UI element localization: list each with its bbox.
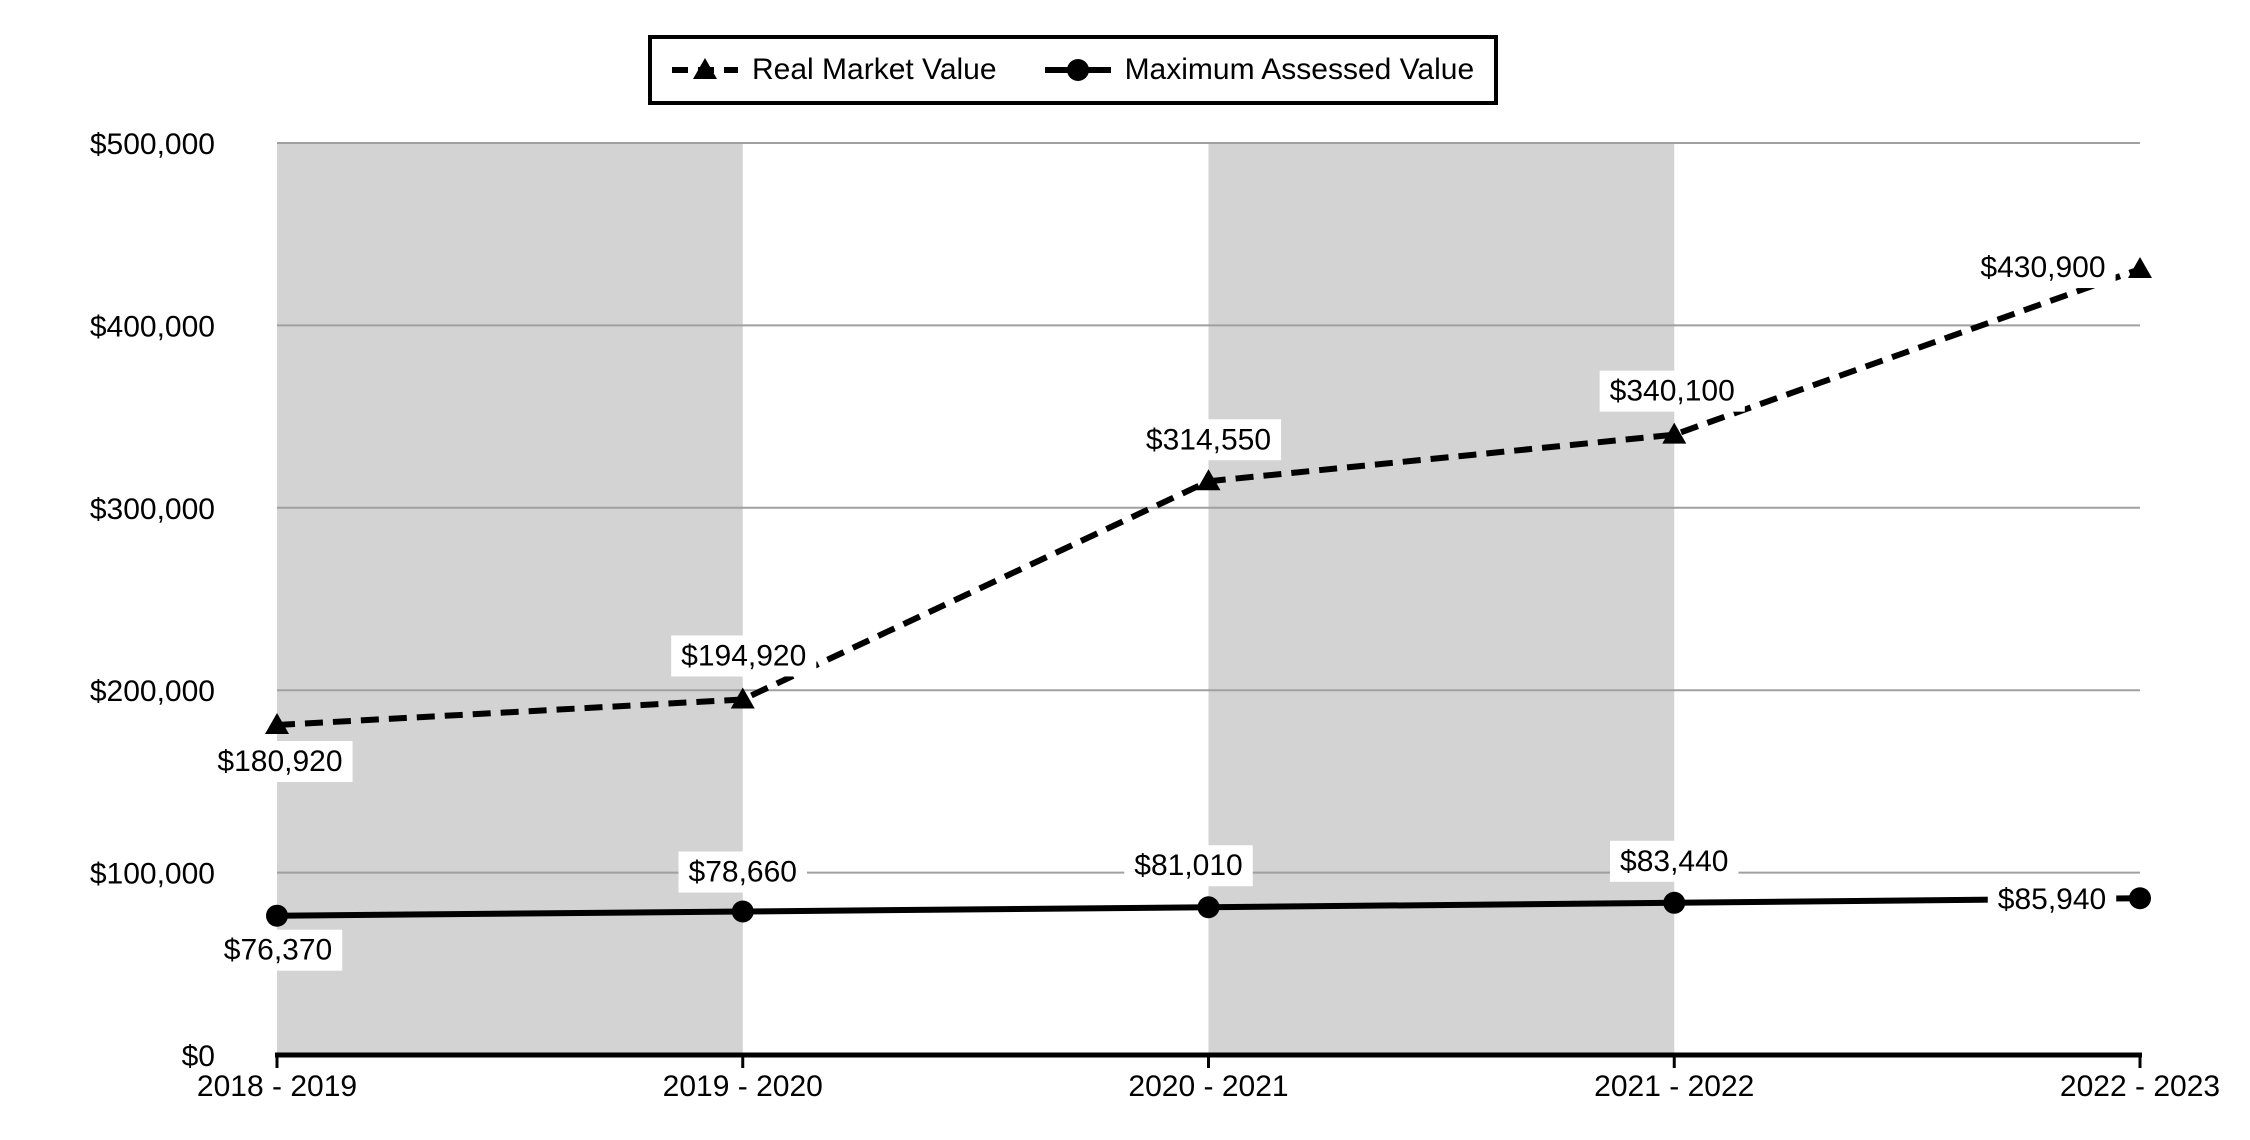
legend-label-maximum-assessed-value: Maximum Assessed Value	[1124, 53, 1475, 86]
y-axis-tick-label: $100,000	[90, 858, 215, 891]
y-axis-tick-label: $200,000	[90, 675, 215, 708]
data-label: $340,100	[1610, 375, 1735, 408]
circle-marker	[266, 904, 288, 927]
data-label: $76,370	[224, 934, 332, 967]
x-axis-tick-label: 2020 - 2021	[1128, 1070, 1288, 1103]
legend-label-real-market-value: Real Market Value	[752, 53, 997, 86]
triangle-marker	[730, 687, 755, 709]
data-label: $81,010	[1134, 849, 1242, 882]
triangle-marker	[2128, 257, 2152, 279]
data-label: $430,900	[1980, 251, 2105, 284]
data-label-bg	[678, 851, 807, 893]
x-axis-tick-label: 2019 - 2020	[663, 1070, 823, 1103]
data-label: $85,940	[1998, 883, 2106, 916]
triangle-marker	[1662, 422, 1687, 444]
y-axis-tick-label: $500,000	[90, 128, 215, 161]
data-label: $314,550	[1146, 423, 1271, 456]
data-label-bg	[1124, 845, 1253, 887]
triangle-marker	[1196, 469, 1221, 491]
solid-line-circle-icon	[1044, 59, 1111, 81]
dashed-line-triangle-icon	[672, 58, 738, 79]
data-label-bg	[1987, 879, 2117, 921]
circle-marker	[1197, 896, 1220, 919]
data-label-bg	[207, 741, 353, 783]
data-label-bg	[213, 929, 343, 971]
data-label-bg	[1970, 247, 2116, 289]
legend-item-real-market-value: Real Market Value	[672, 53, 997, 87]
data-label-bg	[1610, 840, 1739, 882]
triangle-marker	[265, 713, 289, 735]
y-axis-tick-label: $400,000	[90, 310, 215, 343]
data-label: $180,920	[217, 745, 342, 778]
x-axis-tick-label: 2018 - 2019	[197, 1070, 357, 1103]
data-label-bg	[671, 635, 817, 677]
y-axis-tick-label: $0	[182, 1040, 215, 1073]
x-axis-tick-label: 2021 - 2022	[1594, 1070, 1754, 1103]
x-axis-tick-label: 2022 - 2023	[2060, 1070, 2220, 1103]
y-axis-tick-label: $300,000	[90, 493, 215, 526]
circle-marker	[1663, 891, 1686, 914]
data-label: $83,440	[1620, 845, 1728, 878]
legend: Real Market Value Maximum Assessed Value	[648, 35, 1499, 105]
circle-marker	[731, 900, 754, 923]
legend-item-maximum-assessed-value: Maximum Assessed Value	[1044, 53, 1475, 87]
shaded-band	[1208, 143, 1675, 1055]
data-label: $194,920	[681, 639, 806, 672]
data-label-bg	[1599, 370, 1745, 412]
data-label-bg	[1135, 419, 1282, 461]
circle-marker	[2129, 887, 2151, 910]
data-label: $78,660	[689, 856, 797, 889]
shaded-band	[277, 143, 743, 1055]
